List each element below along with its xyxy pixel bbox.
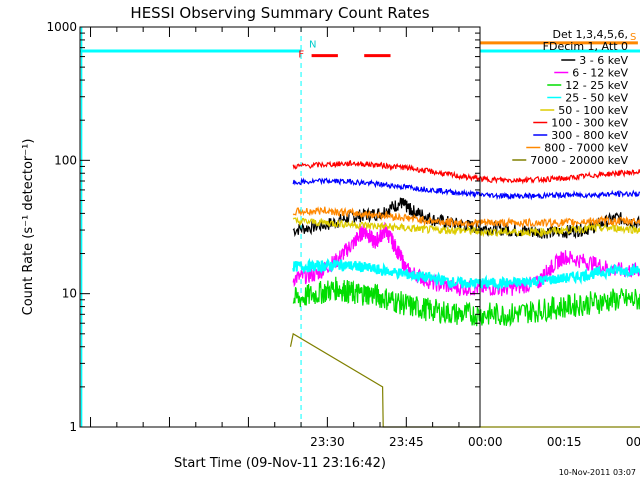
y-axis-label: Count Rate (s⁻¹ detector⁻¹) [21,139,36,316]
x-axis-label: Start Time (09-Nov-11 23:16:42) [174,456,386,471]
legend-entry-0: 3 - 6 keV [579,54,628,67]
legend-entry-7: 800 - 7000 keV [544,142,628,155]
series-line-1 [292,221,640,297]
x-tick-label-4: 00:30 [626,435,640,449]
series-line-6 [292,177,640,201]
plot-marks: NF S [80,27,640,428]
series-line-8 [289,332,640,428]
series-line-5 [292,160,640,185]
chart-title: HESSI Observing Summary Count Rates [130,4,429,22]
legend-entry-1: 6 - 12 keV [572,67,628,80]
plot-frame [79,26,481,428]
legend-entry-8: 7000 - 20000 keV [530,154,628,167]
annotation-2: S [630,32,636,43]
legend-header-0: Det 1,3,4,5,6, [552,28,628,41]
x-tick-label-1: 23:45 [389,435,424,449]
legend-header-1: FDecim 1, Att 0 [543,40,628,53]
legend-entry-3: 25 - 50 keV [565,92,628,105]
series-line-4 [292,216,640,238]
y-tick-label-3: 1000 [46,20,77,34]
footer-timestamp: 10-Nov-2011 03:07 [559,468,636,477]
legend-entry-6: 300 - 800 keV [551,129,628,142]
legend-entry-2: 12 - 25 keV [565,79,628,92]
x-tick-label-2: 00:00 [468,435,503,449]
annotation-1: F [298,50,304,61]
annotation-0: N [309,40,316,51]
x-tick-label-3: 00:15 [547,435,582,449]
y-tick-label-0: 1 [69,420,77,434]
legend: Det 1,3,4,5,6,FDecim 1, Att 03 - 6 keV6 … [512,28,628,167]
legend-entry-5: 100 - 300 keV [551,117,628,130]
x-tick-label-0: 23:30 [310,435,345,449]
legend-entry-4: 50 - 100 keV [558,104,628,117]
y-tick-label-2: 100 [54,153,77,167]
series-line-2 [292,276,640,328]
series-line-3 [292,257,640,292]
series-line-7 [292,206,640,229]
y-tick-label-1: 10 [62,287,77,301]
